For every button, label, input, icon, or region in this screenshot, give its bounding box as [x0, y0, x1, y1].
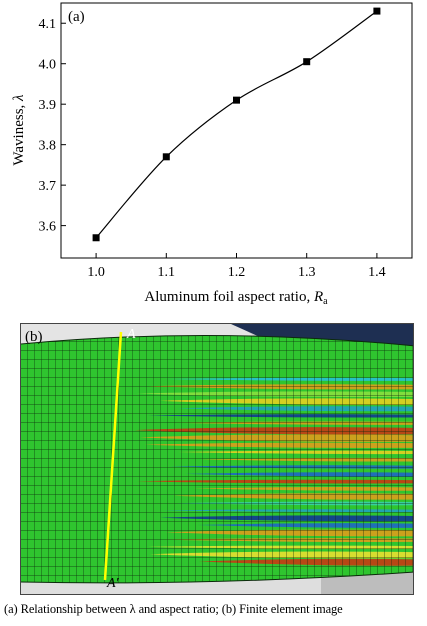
y-tick-label: 3.9 — [39, 98, 57, 113]
section-label-bottom: A′ — [106, 576, 120, 591]
x-tick-label: 1.3 — [298, 265, 316, 280]
data-markers — [92, 7, 381, 242]
figure-caption: (a) Relationship between λ and aspect ra… — [4, 602, 343, 616]
y-axis-label: Waviness, λ — [11, 94, 27, 166]
y-tick-label: 3.8 — [39, 139, 57, 154]
mesh-outline — [21, 334, 413, 584]
y-tick-label: 3.6 — [39, 220, 57, 235]
x-axis: 1.0 1.1 1.2 1.3 1.4 — [87, 253, 386, 280]
waviness-curve — [95, 10, 378, 239]
panel-label-a: (a) — [68, 9, 85, 25]
panel-label-b: (b) — [25, 329, 43, 345]
data-point — [303, 58, 311, 66]
x-tick-label: 1.1 — [158, 265, 176, 280]
y-tick-label: 3.7 — [39, 179, 57, 194]
data-point — [92, 234, 100, 242]
finite-element-image: A A′ (b) — [20, 323, 414, 595]
plot-area — [60, 2, 413, 259]
section-line — [103, 331, 123, 581]
mesh-body — [21, 335, 413, 583]
data-point — [233, 96, 240, 104]
data-point — [373, 7, 381, 15]
y-tick-label: 4.0 — [39, 58, 57, 73]
x-tick-label: 1.0 — [87, 265, 105, 280]
section-label-top: A — [126, 327, 136, 342]
data-point — [162, 153, 170, 161]
x-axis-label: Aluminum foil aspect ratio, Ra — [144, 289, 328, 307]
y-axis: 3.6 3.7 3.8 3.9 4.0 4.1 — [39, 17, 66, 235]
y-tick-label: 4.1 — [39, 17, 57, 32]
waviness-chart: (a) 1.0 1.1 1.2 1.3 1.4 3.6 3.7 3.8 3.9 4.0 4.1 A… — [11, 2, 413, 307]
x-tick-label: 1.4 — [368, 265, 386, 280]
x-tick-label: 1.2 — [228, 265, 246, 280]
